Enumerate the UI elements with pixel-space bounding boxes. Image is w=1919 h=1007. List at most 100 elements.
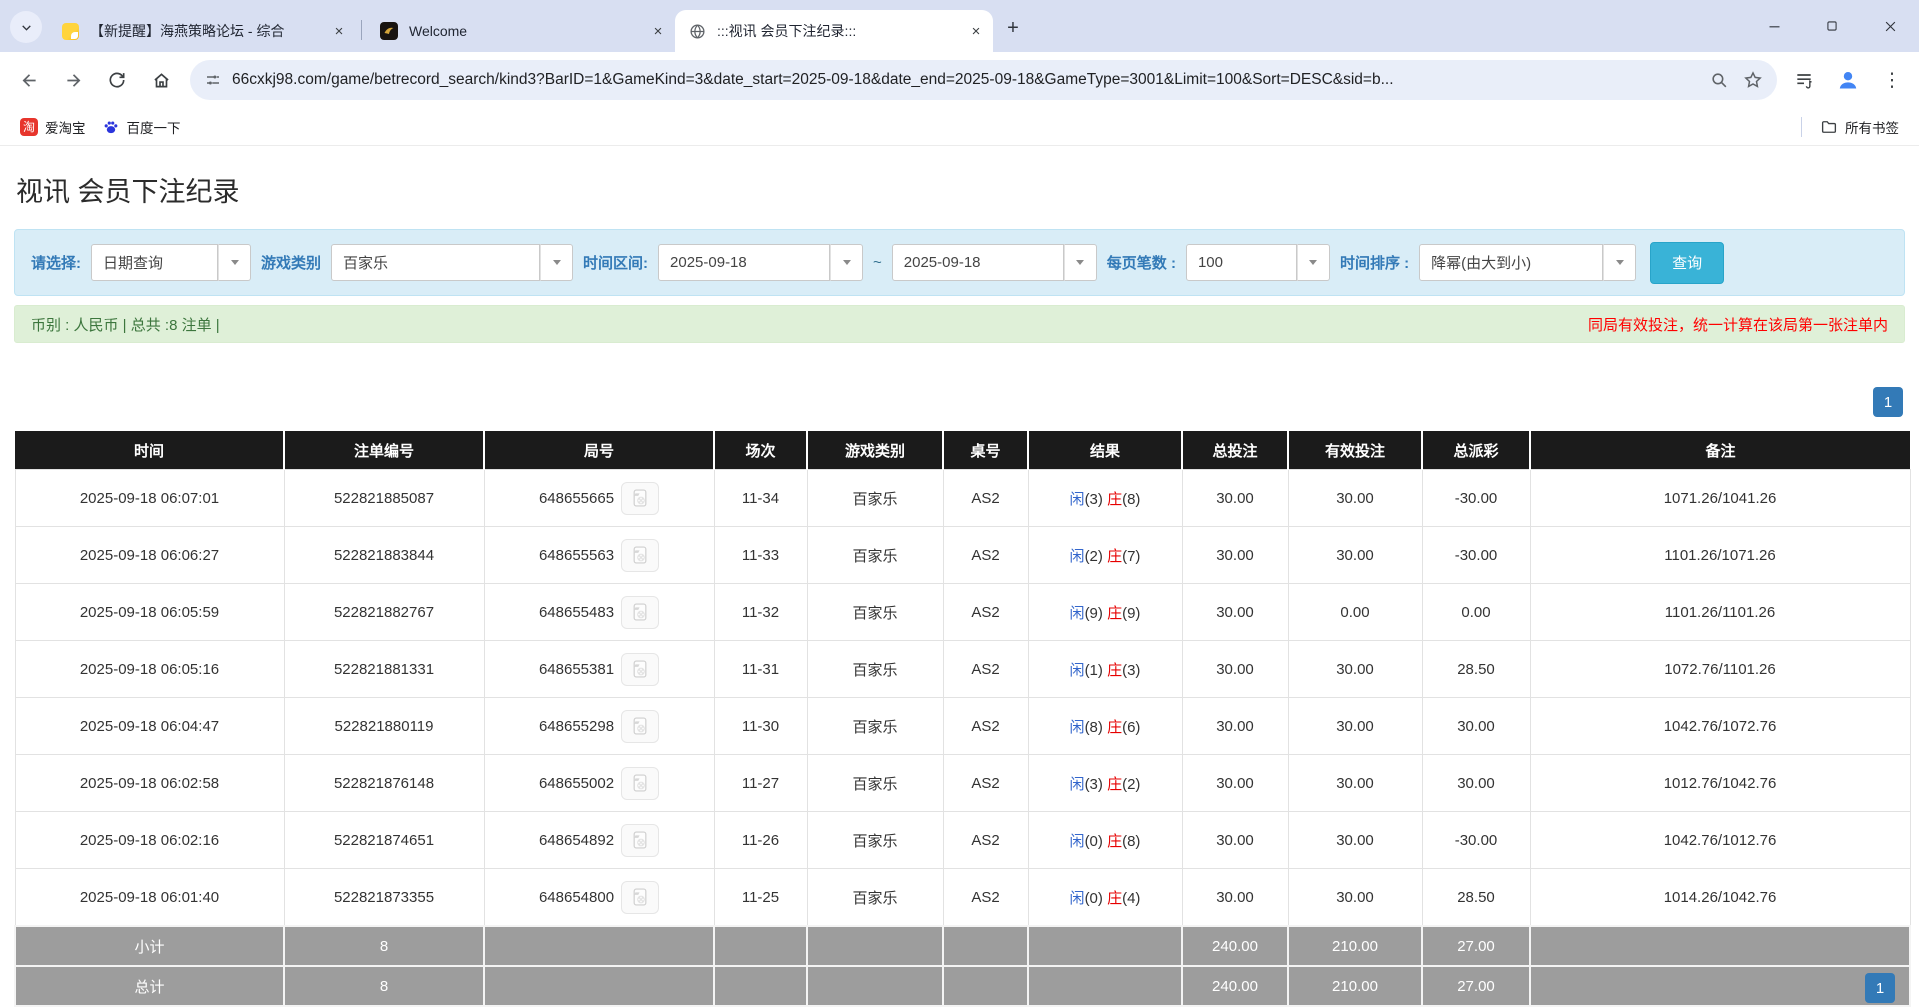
maximize-button[interactable] xyxy=(1803,0,1861,52)
query-type-select[interactable]: 日期查询 xyxy=(91,244,251,281)
dropdown-arrow-icon[interactable] xyxy=(1603,244,1637,281)
all-bookmarks-button[interactable]: 所有书签 xyxy=(1812,113,1907,141)
page-1-button[interactable]: 1 xyxy=(1873,387,1903,417)
cell-total-bet[interactable]: 30.00 xyxy=(1181,811,1289,869)
col-bet-id: 注单编号 xyxy=(284,431,485,470)
result-player-count: (3) xyxy=(1084,490,1103,508)
result-player: 闲 xyxy=(1069,718,1085,736)
cell-valid-bet: 0.00 xyxy=(1287,583,1423,641)
video-replay-button[interactable] xyxy=(621,538,660,572)
query-type-value[interactable]: 日期查询 xyxy=(91,244,218,281)
round-number: 648655563 xyxy=(538,546,615,564)
bookmark-label: 爱淘宝 xyxy=(45,120,86,136)
video-replay-button[interactable] xyxy=(621,880,660,914)
dropdown-arrow-icon[interactable] xyxy=(1063,244,1097,281)
game-type-select[interactable]: 百家乐 xyxy=(331,244,574,281)
bookmark-label: 百度一下 xyxy=(126,120,181,136)
cell-total-bet[interactable]: 30.00 xyxy=(1181,754,1289,812)
video-replay-button[interactable] xyxy=(621,652,660,686)
bookmark-taobao[interactable]: 淘 爱淘宝 xyxy=(12,113,94,141)
cell-time: 2025-09-18 06:07:01 xyxy=(14,469,285,527)
video-replay-button[interactable] xyxy=(621,481,660,515)
cell-bet-id: 522821873355 xyxy=(283,868,485,927)
url-bar[interactable]: 66cxkj98.com/game/betrecord_search/kind3… xyxy=(190,60,1777,100)
cell-total-bet[interactable]: 30.00 xyxy=(1181,469,1289,527)
result-player: 闲 xyxy=(1069,490,1085,508)
cell-payout: -30.00 xyxy=(1421,811,1531,869)
bet-records-table: 时间 注单编号 局号 场次 游戏类别 桌号 结果 总投注 有效投注 总派彩 备注… xyxy=(14,431,1911,1007)
video-replay-button[interactable] xyxy=(621,823,660,857)
cell-bet-id: 522821882767 xyxy=(283,583,485,641)
sort-select[interactable]: 降幂(由大到小) xyxy=(1419,244,1637,281)
total-row: 总计 8 240.00 210.00 27.00 xyxy=(14,965,1911,1007)
total-total-bet: 240.00 xyxy=(1181,965,1289,1007)
sort-value[interactable]: 降幂(由大到小) xyxy=(1419,244,1604,281)
close-tab-icon[interactable]: × xyxy=(971,22,981,40)
date-end-value[interactable]: 2025-09-18 xyxy=(891,244,1064,281)
minimize-button[interactable] xyxy=(1745,0,1803,52)
page-size-value[interactable]: 100 xyxy=(1185,244,1297,281)
bookmark-baidu[interactable]: 百度一下 xyxy=(94,113,189,141)
date-start-picker[interactable]: 2025-09-18 xyxy=(658,244,864,281)
tab-bet-record[interactable]: :::视讯 会员下注纪录::: × xyxy=(675,10,993,52)
cell-table: AS2 xyxy=(942,469,1029,527)
new-tab-button[interactable]: + xyxy=(1007,16,1019,39)
col-remark: 备注 xyxy=(1530,431,1910,470)
cell-total-bet[interactable]: 30.00 xyxy=(1181,697,1289,755)
result-banker: 庄 xyxy=(1107,490,1123,508)
cell-game: 百家乐 xyxy=(806,697,944,755)
search-button[interactable]: 查询 xyxy=(1650,241,1725,284)
cell-result: 闲(3) 庄(8) xyxy=(1027,469,1183,527)
zoom-icon[interactable] xyxy=(1710,71,1729,90)
forward-button[interactable] xyxy=(52,59,94,101)
close-window-button[interactable] xyxy=(1861,0,1919,52)
menu-dots-icon[interactable]: ⋮ xyxy=(1882,69,1902,91)
close-tab-icon[interactable]: × xyxy=(334,22,344,40)
date-start-value[interactable]: 2025-09-18 xyxy=(658,244,831,281)
cell-total-bet[interactable]: 30.00 xyxy=(1181,583,1289,641)
dropdown-arrow-icon[interactable] xyxy=(830,244,864,281)
tab-search-button[interactable] xyxy=(10,11,42,43)
col-result: 结果 xyxy=(1028,431,1183,470)
page-content: 视讯 会员下注纪录 请选择: 日期查询 游戏类别 百家乐 时间区间: 2025-… xyxy=(0,170,1919,1007)
dropdown-arrow-icon[interactable] xyxy=(218,244,251,281)
select-label: 请选择: xyxy=(31,255,81,272)
home-button[interactable] xyxy=(140,59,182,101)
url-text[interactable]: 66cxkj98.com/game/betrecord_search/kind3… xyxy=(232,71,1394,88)
site-settings-icon[interactable] xyxy=(204,71,222,89)
cell-round: 648655563 xyxy=(483,526,715,584)
cell-remark: 1042.76/1072.76 xyxy=(1529,697,1911,755)
page-1-button-bottom[interactable]: 1 xyxy=(1865,973,1895,1003)
back-button[interactable] xyxy=(8,59,50,101)
result-player-count: (9) xyxy=(1084,604,1103,622)
subtotal-label: 小计 xyxy=(14,925,285,967)
dropdown-arrow-icon[interactable] xyxy=(540,244,574,281)
cell-total-bet[interactable]: 30.00 xyxy=(1181,868,1289,927)
tab-forum[interactable]: 【新提醒】海燕策略论坛 - 综合 × xyxy=(48,10,356,52)
cell-table: AS2 xyxy=(942,697,1029,755)
result-banker: 庄 xyxy=(1107,604,1123,622)
bookmark-star-icon[interactable] xyxy=(1743,70,1763,90)
cell-total-bet[interactable]: 30.00 xyxy=(1181,640,1289,698)
game-type-value[interactable]: 百家乐 xyxy=(331,244,541,281)
result-banker-count: (6) xyxy=(1122,718,1141,736)
close-tab-icon[interactable]: × xyxy=(653,22,663,40)
cell-time: 2025-09-18 06:05:16 xyxy=(14,640,285,698)
round-number: 648654800 xyxy=(538,888,615,906)
video-replay-button[interactable] xyxy=(621,595,660,629)
cell-result: 闲(2) 庄(7) xyxy=(1027,526,1183,584)
cell-total-bet[interactable]: 30.00 xyxy=(1181,526,1289,584)
result-banker: 庄 xyxy=(1107,661,1123,679)
video-replay-button[interactable] xyxy=(621,766,660,800)
cell-round: 648654800 xyxy=(483,868,715,927)
cell-valid-bet: 30.00 xyxy=(1287,640,1423,698)
refresh-button[interactable] xyxy=(96,59,138,101)
page-size-select[interactable]: 100 xyxy=(1185,244,1330,281)
cell-payout: -30.00 xyxy=(1421,526,1531,584)
date-end-picker[interactable]: 2025-09-18 xyxy=(891,244,1097,281)
media-controls-icon[interactable] xyxy=(1785,61,1823,99)
dropdown-arrow-icon[interactable] xyxy=(1296,244,1330,281)
profile-avatar-icon[interactable] xyxy=(1829,61,1867,99)
tab-welcome[interactable]: Welcome × xyxy=(367,10,675,52)
video-replay-button[interactable] xyxy=(621,709,660,743)
